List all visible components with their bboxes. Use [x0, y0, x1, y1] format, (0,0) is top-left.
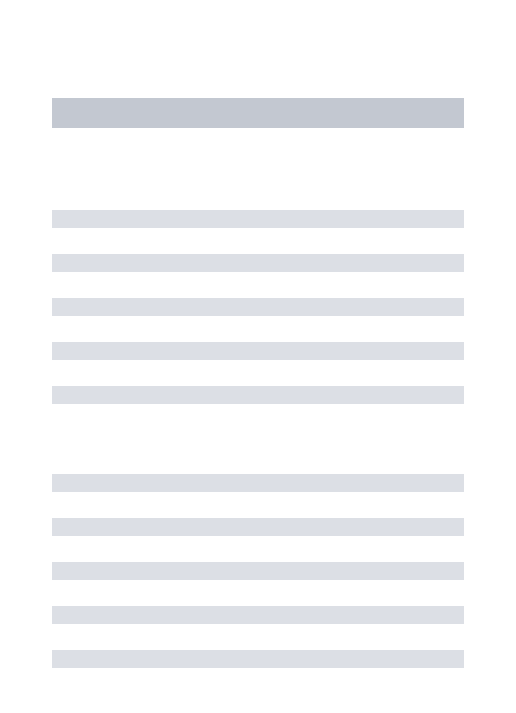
skeleton-line — [52, 386, 464, 404]
skeleton-line — [52, 562, 464, 580]
skeleton-line — [52, 650, 464, 668]
spacer — [52, 430, 464, 474]
skeleton-line — [52, 210, 464, 228]
skeleton-line-group-2 — [52, 474, 464, 668]
spacer — [52, 128, 464, 210]
skeleton-line-group-1 — [52, 210, 464, 404]
skeleton-line — [52, 518, 464, 536]
skeleton-line — [52, 474, 464, 492]
skeleton-container — [0, 0, 516, 668]
skeleton-line — [52, 606, 464, 624]
skeleton-header-bar — [52, 98, 464, 128]
skeleton-line — [52, 342, 464, 360]
skeleton-line — [52, 254, 464, 272]
skeleton-line — [52, 298, 464, 316]
